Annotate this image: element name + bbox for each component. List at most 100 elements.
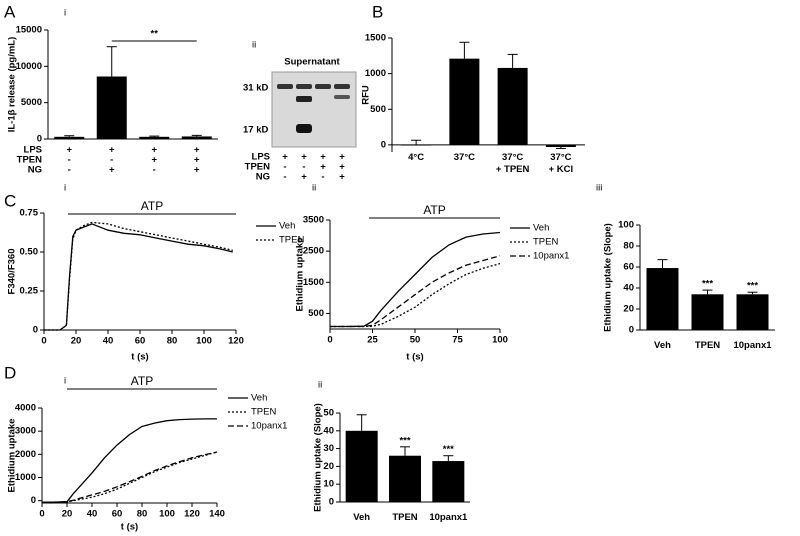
significance: *** xyxy=(399,435,410,446)
y-axis-title: Ethidium uptake (Slope) xyxy=(603,223,614,332)
condition-sign: + xyxy=(339,172,345,183)
y-tick-label: 20 xyxy=(323,461,334,472)
x-tick-label: 20 xyxy=(71,336,82,347)
legend-label: TPEN xyxy=(279,235,304,246)
condition-name: LPS xyxy=(24,145,42,156)
y-tick-label: 0.75 xyxy=(20,208,39,219)
subpanel-label: ii xyxy=(318,380,322,391)
legend-label: TPEN xyxy=(533,237,558,248)
legend-label: 10panx1 xyxy=(533,251,569,262)
significance: ** xyxy=(151,29,159,40)
condition-sign: + xyxy=(339,152,345,163)
blot-band xyxy=(296,84,312,89)
blot-label: ii xyxy=(252,40,256,51)
subpanel-label: i xyxy=(64,183,66,194)
stimulus-label: ATP xyxy=(141,199,163,213)
x-tick-label: 40 xyxy=(87,509,98,520)
x-tick-label: 80 xyxy=(137,509,148,520)
y-tick-label: 3000 xyxy=(15,426,36,437)
x-tick-label: 60 xyxy=(112,509,123,520)
y-tick-label: 1000 xyxy=(365,68,386,79)
x-axis-title: t (s) xyxy=(131,352,148,363)
bar xyxy=(54,136,85,139)
condition-sign: + xyxy=(301,172,307,183)
x-tick-label: 4°C xyxy=(408,152,425,163)
y-tick-label: 0 xyxy=(37,134,42,145)
y-tick-label: 40 xyxy=(623,283,634,294)
blot-marker: 17 kD xyxy=(243,125,268,136)
condition-name: TPEN xyxy=(17,155,42,166)
x-tick-label: Veh xyxy=(353,512,371,523)
y-tick-label: 0.50 xyxy=(20,247,39,258)
condition-sign: + xyxy=(320,162,326,173)
bar xyxy=(139,136,170,139)
x-tick-label: 60 xyxy=(135,336,146,347)
x-tick-label: 100 xyxy=(196,336,212,347)
condition-sign: - xyxy=(110,155,113,166)
x-axis-title: t (s) xyxy=(406,352,423,363)
blot-band xyxy=(296,96,312,102)
condition-sign: - xyxy=(302,162,305,173)
bar xyxy=(646,268,679,330)
y-tick-label: 1500 xyxy=(303,277,324,288)
blot-title: Supernatant xyxy=(284,57,340,68)
x-tick-label: 50 xyxy=(410,335,421,346)
x-tick-label: 37°C xyxy=(453,152,475,163)
x-tick-label: 140 xyxy=(209,509,225,520)
x-tick-label: 75 xyxy=(452,335,463,346)
condition-sign: + xyxy=(194,155,200,166)
condition-sign: + xyxy=(151,155,157,166)
y-tick-label: 5000 xyxy=(21,97,42,108)
condition-sign: - xyxy=(68,165,71,176)
bar xyxy=(449,58,480,145)
line xyxy=(330,231,501,328)
condition-sign: + xyxy=(109,145,115,156)
x-tick-label: 120 xyxy=(228,336,244,347)
y-tick-label: 60 xyxy=(623,262,634,273)
condition-sign: + xyxy=(320,152,326,163)
y-tick-label: 30 xyxy=(323,443,334,454)
condition-sign: + xyxy=(301,152,307,163)
subpanel-label: ii xyxy=(312,183,316,194)
subpanel-label: iii xyxy=(596,183,602,194)
blot-band xyxy=(334,95,350,99)
condition-sign: + xyxy=(194,145,200,156)
y-tick-label: 0.25 xyxy=(20,286,39,297)
y-axis-title: Ethidium uptake xyxy=(295,238,306,312)
y-tick-label: 0 xyxy=(31,495,36,506)
significance: *** xyxy=(443,444,454,455)
y-axis-title: IL-1β release (pg/mL) xyxy=(7,37,18,133)
condition-name: NG xyxy=(256,172,270,183)
y-tick-label: 10000 xyxy=(16,61,42,72)
bar xyxy=(432,461,465,502)
bar xyxy=(736,294,769,330)
bar xyxy=(181,136,212,139)
x-tick-label: 100 xyxy=(159,509,175,520)
line xyxy=(42,418,217,503)
y-axis-title: F340/F360 xyxy=(7,249,18,295)
legend-label: 10panx1 xyxy=(251,421,287,432)
y-tick-label: 20 xyxy=(623,304,634,315)
y-tick-label: 1000 xyxy=(15,472,36,483)
legend-label: TPEN xyxy=(251,407,276,418)
condition-sign: + xyxy=(194,165,200,176)
y-tick-label: 0 xyxy=(381,139,386,150)
y-tick-label: 2500 xyxy=(303,246,324,257)
stimulus-label: ATP xyxy=(131,374,153,388)
panel-label: C xyxy=(4,191,16,210)
y-tick-label: 50 xyxy=(323,408,334,419)
x-tick-label: 37°C + TPEN xyxy=(495,152,530,175)
y-axis-title: Ethidium uptake xyxy=(7,419,18,493)
subpanel-label: i xyxy=(64,376,66,387)
condition-sign: + xyxy=(151,145,157,156)
significance: *** xyxy=(747,281,758,292)
bar xyxy=(389,455,421,502)
panel-label: B xyxy=(372,2,383,21)
x-tick-label: 25 xyxy=(367,335,378,346)
legend-label: Veh xyxy=(251,393,267,404)
condition-sign: - xyxy=(321,172,324,183)
x-tick-label: 0 xyxy=(39,509,44,520)
x-tick-label: 120 xyxy=(184,509,200,520)
x-axis-title: t (s) xyxy=(121,522,138,533)
